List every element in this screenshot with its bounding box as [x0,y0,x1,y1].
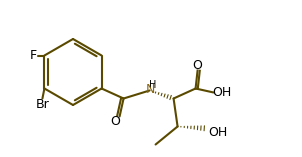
Text: N: N [146,83,155,96]
Text: OH: OH [212,86,231,99]
Text: O: O [111,115,120,128]
Text: OH: OH [208,126,227,139]
Text: H: H [149,79,156,89]
Text: Br: Br [36,98,49,111]
Text: F: F [30,49,37,62]
Text: O: O [193,59,203,72]
